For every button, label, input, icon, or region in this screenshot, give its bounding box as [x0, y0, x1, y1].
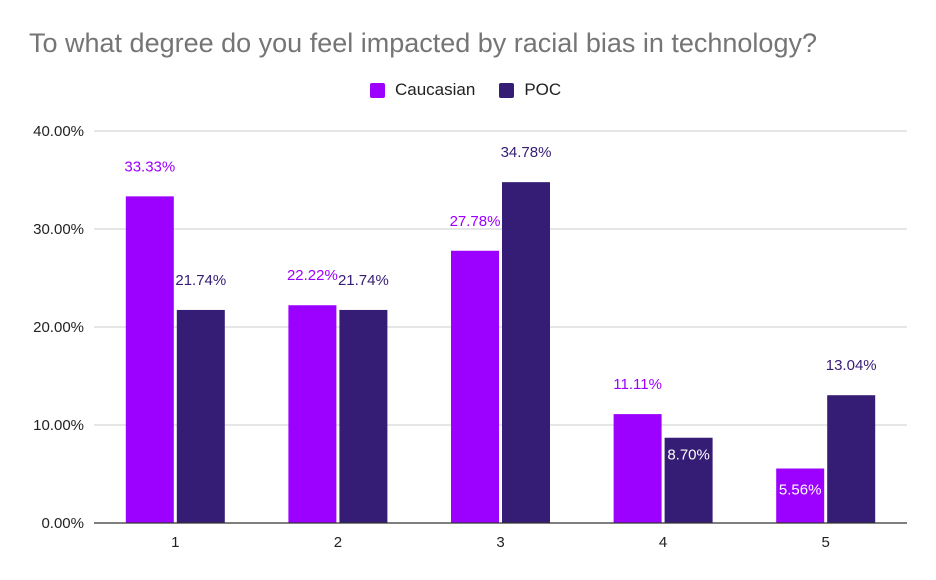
legend-swatch-caucasian: [370, 82, 385, 98]
bar-poc-3: [502, 182, 550, 523]
data-label: 21.74%: [338, 272, 389, 289]
data-label: 13.04%: [826, 357, 877, 374]
y-tick-label: 0.00%: [41, 515, 84, 532]
legend-item-poc[interactable]: POC: [499, 80, 561, 100]
chart-title: To what degree do you feel impacted by r…: [29, 28, 817, 58]
data-label: 22.22%: [287, 267, 338, 284]
x-tick-label: 5: [822, 534, 830, 551]
bar-caucasian-5: [776, 468, 825, 523]
bar-poc-5: [827, 395, 876, 523]
y-tick-label: 20.00%: [33, 319, 84, 336]
x-tick-label: 2: [334, 534, 342, 551]
y-tick-label: 30.00%: [33, 221, 84, 238]
legend-swatch-poc: [499, 82, 515, 98]
bar-caucasian-4: [613, 414, 662, 523]
bar-caucasian-1: [125, 196, 174, 523]
data-label: 21.74%: [175, 272, 226, 289]
y-tick-label: 40.00%: [33, 123, 84, 140]
bar-caucasian-2: [288, 305, 337, 523]
bar-caucasian-3: [451, 250, 499, 524]
data-label: 33.33%: [124, 158, 175, 175]
legend: Caucasian POC: [370, 80, 585, 100]
legend-label-poc: POC: [524, 80, 562, 99]
x-tick-label: 1: [171, 534, 179, 551]
x-tick-label: 4: [659, 534, 667, 551]
data-label: 8.70%: [667, 447, 710, 464]
data-label: 34.78%: [501, 144, 552, 161]
bar-poc-2: [339, 309, 388, 523]
legend-label-caucasian: Caucasian: [395, 80, 476, 99]
bar-poc-1: [176, 309, 225, 523]
data-label: 11.11%: [613, 376, 662, 393]
y-tick-label: 10.00%: [33, 417, 84, 434]
legend-item-caucasian[interactable]: Caucasian: [370, 80, 475, 100]
data-label: 5.56%: [779, 482, 822, 499]
data-label: 27.78%: [450, 213, 501, 230]
bar-poc-4: [664, 437, 713, 523]
x-tick-label: 3: [496, 534, 504, 551]
